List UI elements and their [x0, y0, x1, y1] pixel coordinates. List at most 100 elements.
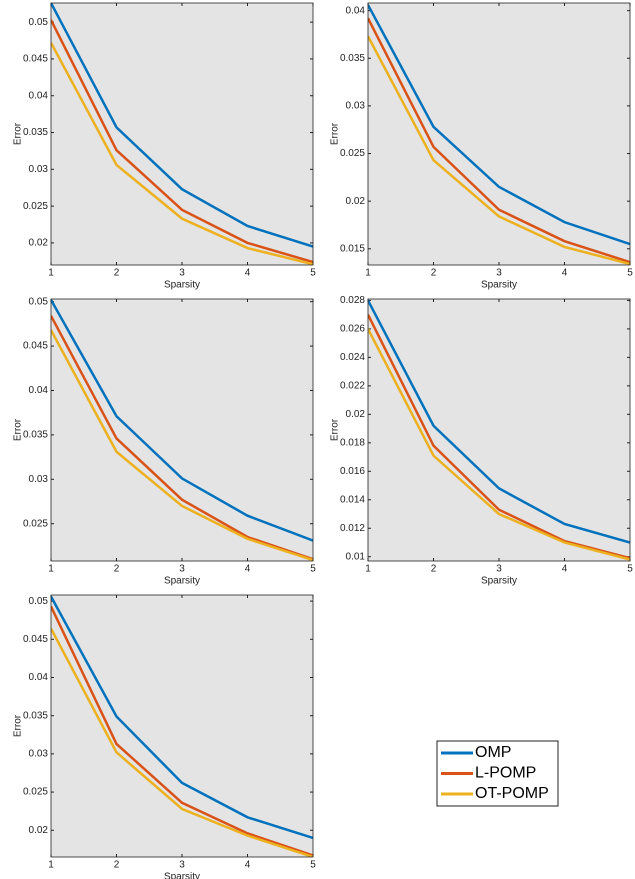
x-tick-label: 1 [48, 268, 54, 279]
series-line [368, 299, 630, 544]
x-tick-label: 1 [365, 564, 371, 575]
series-line [368, 35, 630, 265]
x-tick-label: 2 [114, 564, 120, 575]
y-tick-label: 0.04 [29, 672, 49, 683]
x-tick-label: 5 [627, 564, 633, 575]
x-tick-label: 3 [496, 268, 502, 279]
y-tick-label: 0.025 [340, 148, 365, 159]
y-tick-label: 0.05 [29, 296, 49, 307]
series-line [368, 17, 630, 264]
y-tick-label: 0.02 [29, 825, 49, 836]
y-tick-label: 0.028 [340, 295, 365, 306]
y-tick-label: 0.035 [23, 127, 48, 138]
x-tick-label: 3 [179, 268, 185, 279]
y-tick-label: 0.04 [346, 5, 366, 16]
plot-frame [367, 298, 631, 562]
y-tick-label: 0.025 [23, 787, 48, 798]
x-tick-label: 4 [562, 564, 568, 575]
x-tick-label: 4 [245, 268, 251, 279]
series-line [51, 299, 313, 542]
legend-label: OT-POMP [475, 785, 549, 802]
x-tick-label: 2 [431, 268, 437, 279]
y-tick-label: 0.03 [346, 101, 366, 112]
x-tick-label: 1 [48, 860, 54, 871]
y-tick-label: 0.026 [340, 324, 365, 335]
series-line [51, 3, 313, 248]
y-tick-label: 0.035 [23, 710, 48, 721]
plot-frame [50, 2, 314, 266]
y-tick-label: 0.045 [23, 634, 48, 645]
y-tick-label: 0.012 [340, 523, 365, 534]
y-tick-label: 0.016 [340, 466, 365, 477]
y-tick-label: 0.025 [23, 201, 48, 212]
x-tick-label: 2 [114, 860, 120, 871]
x-axis-label: Sparsity [164, 280, 200, 291]
x-tick-label: 3 [179, 564, 185, 575]
y-tick-label: 0.02 [346, 409, 366, 420]
x-axis-label: Sparsity [164, 872, 200, 879]
series-line [51, 595, 313, 840]
plot-frame [50, 298, 314, 562]
y-tick-label: 0.02 [346, 196, 366, 207]
x-tick-label: 1 [48, 564, 54, 575]
series-line [368, 328, 630, 561]
y-axis-label: Error [13, 122, 24, 145]
y-tick-label: 0.045 [23, 54, 48, 65]
y-tick-label: 0.03 [29, 164, 49, 175]
x-tick-label: 2 [114, 268, 120, 279]
x-axis-label: Sparsity [481, 576, 517, 587]
x-tick-label: 1 [365, 268, 371, 279]
y-tick-label: 0.04 [29, 385, 49, 396]
x-axis-label: Sparsity [481, 280, 517, 291]
y-tick-label: 0.025 [23, 518, 48, 529]
series-line [51, 315, 313, 561]
x-tick-label: 5 [310, 268, 316, 279]
plot-background [51, 299, 313, 561]
x-tick-label: 5 [310, 564, 316, 575]
y-tick-label: 0.015 [340, 243, 365, 254]
y-tick-label: 0.01 [346, 551, 366, 562]
plot-background [368, 299, 630, 561]
y-axis-label: Error [13, 418, 24, 441]
x-tick-label: 4 [562, 268, 568, 279]
x-tick-label: 2 [431, 564, 437, 575]
y-tick-label: 0.045 [23, 341, 48, 352]
series-line [51, 19, 313, 264]
y-tick-label: 0.03 [29, 749, 49, 760]
y-tick-label: 0.03 [29, 474, 49, 485]
legend-label: L-POMP [475, 765, 536, 782]
y-tick-label: 0.04 [29, 90, 49, 101]
plot-background [51, 595, 313, 857]
y-tick-label: 0.05 [29, 596, 49, 607]
plot-frame [50, 594, 314, 858]
x-tick-label: 5 [627, 268, 633, 279]
series-line [368, 314, 630, 560]
y-tick-label: 0.02 [29, 238, 49, 249]
y-axis-label: Error [13, 714, 24, 737]
y-axis-label: Error [330, 122, 341, 145]
x-tick-label: 4 [245, 860, 251, 871]
series-line [368, 4, 630, 246]
series-line [51, 42, 313, 265]
y-tick-label: 0.014 [340, 494, 365, 505]
plot-background [368, 3, 630, 265]
series-line [51, 605, 313, 857]
y-axis-label: Error [330, 418, 341, 441]
y-tick-label: 0.022 [340, 380, 365, 391]
y-tick-label: 0.018 [340, 437, 365, 448]
x-tick-label: 4 [245, 564, 251, 575]
plot-frame [367, 2, 631, 266]
y-tick-label: 0.05 [29, 17, 49, 28]
plot-background [51, 3, 313, 265]
x-tick-label: 3 [179, 860, 185, 871]
x-tick-label: 5 [310, 860, 316, 871]
legend-label: OMP [475, 744, 511, 761]
y-tick-label: 0.024 [340, 352, 365, 363]
y-tick-label: 0.035 [23, 430, 48, 441]
x-axis-label: Sparsity [164, 576, 200, 587]
series-line [51, 329, 313, 561]
series-line [51, 628, 313, 857]
y-tick-label: 0.035 [340, 53, 365, 64]
x-tick-label: 3 [496, 564, 502, 575]
